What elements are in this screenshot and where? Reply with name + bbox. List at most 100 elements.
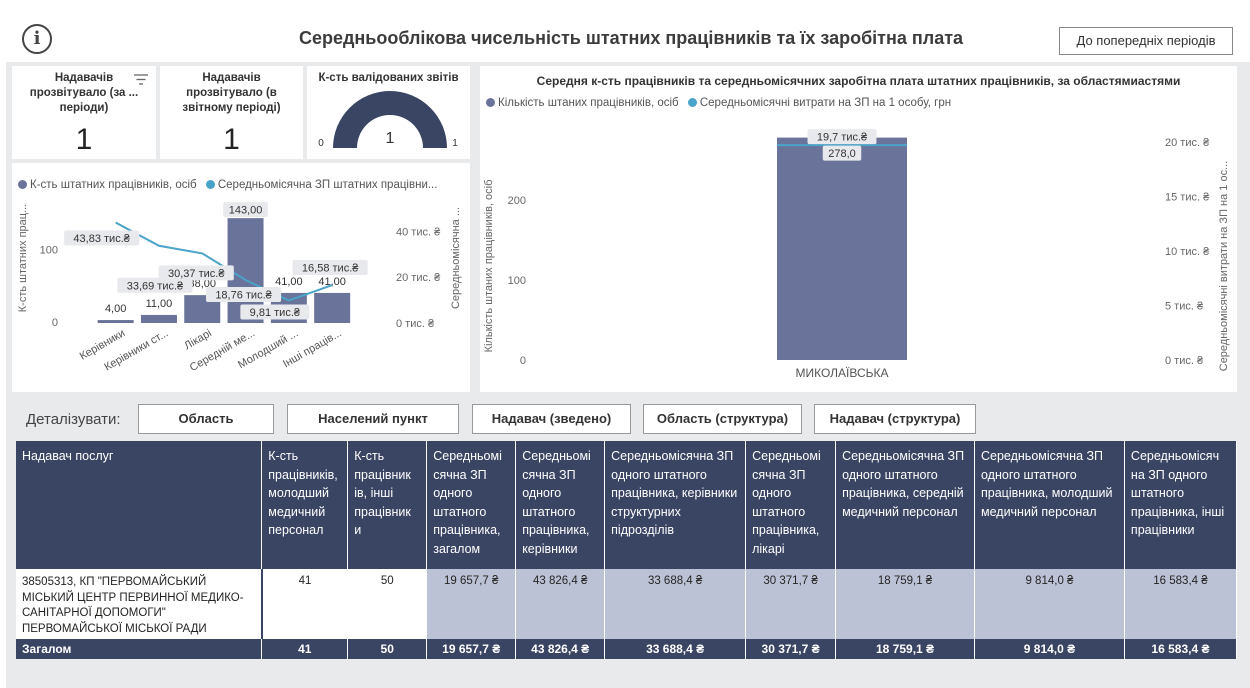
combo-chart-svg: 0 100 0 тис. ₴ 20 тис. ₴ 40 тис. ₴ К-сть штат… [17, 202, 462, 374]
total-cell: 19 657,7 ₴ [426, 639, 517, 659]
column-header[interactable]: Середньомісячна ЗП одного штатного праці… [835, 441, 975, 569]
x-tick-label: Лікарі [182, 327, 213, 352]
legend-item-salary[interactable]: Середньомісячна ЗП штатних працівни... [217, 179, 438, 191]
legend-dot-count [486, 98, 495, 107]
legend-dot-salary [205, 180, 215, 189]
y-left-tick: 0 [520, 355, 526, 367]
line-data-label-bg [117, 277, 193, 293]
table-cell: 19 657,7 ₴ [426, 569, 517, 639]
combo-bar [314, 292, 351, 323]
region-chart-svg: 0 100 200 0 тис. ₴ 5 тис. ₴ 10 тис. ₴ 15 тис. … [483, 129, 1230, 380]
column-header[interactable]: К-сть працівників, молодший медичний пер… [261, 441, 349, 569]
legend-dot-salary [687, 98, 697, 107]
page-title: Середньооблікова чисельність штатних пра… [298, 28, 964, 48]
bar-data-label: 143,00 [229, 205, 263, 217]
kpi-label: Надавачів прозвітувало (в звітному періо… [182, 72, 281, 114]
y-right-tick: 20 тис. ₴ [1165, 137, 1210, 149]
total-label-cell: Загалом [16, 639, 263, 659]
gauge-arc [333, 91, 447, 148]
column-header[interactable]: К-сть працівник ів, інші працівник и [347, 441, 428, 569]
line-data-label: 33,69 тис.₴ [127, 280, 184, 292]
y-left-axis-label: Кількість штаних працівників, осіб [483, 180, 495, 353]
legend-dot-count [18, 180, 27, 189]
y-left-axis-label: К-сть штатних прац... [17, 204, 29, 313]
region-chart-card: Середня к-сть працівників та середньоміс… [480, 66, 1237, 392]
y-left-tick: 100 [508, 275, 526, 287]
left-strip [0, 0, 6, 688]
kpi-card-reported-periods: Надавачів прозвітувало (за ... періоди) … [12, 66, 156, 159]
legend-item-count[interactable]: Кількість штаних працівників, осіб [498, 97, 679, 109]
column-header[interactable]: Середньомі сячна ЗП одного штатного прац… [745, 441, 837, 569]
line-data-label-bg [64, 230, 140, 246]
kpi-card-reported-current: Надавачів прозвітувало (в звітному періо… [160, 66, 303, 159]
total-cell: 18 759,1 ₴ [835, 639, 975, 659]
drill-button-settlement[interactable]: Населений пункт [287, 404, 459, 434]
table-row[interactable]: 38505313, КП "ПЕРВОМАЙСЬКИЙ МІСЬКИЙ ЦЕНТ… [16, 569, 1238, 639]
table-cell: 16 583,4 ₴ [1124, 569, 1238, 639]
table-cell: 30 371,7 ₴ [745, 569, 837, 639]
providers-table: Надавач послуг К-сть працівників, молодш… [16, 441, 1238, 659]
region-chart-title: Середня к-сть працівників та середньоміс… [536, 74, 1181, 88]
total-cell: 50 [347, 639, 428, 659]
column-header[interactable]: Середньомісячна ЗП одного штатного праці… [604, 441, 747, 569]
line-data-label-bg [158, 265, 234, 281]
legend-item-salary[interactable]: Середньомісячні витрати на ЗП на 1 особу… [699, 97, 952, 109]
column-header[interactable]: Середньомі сячна ЗП одного штатного прац… [515, 441, 606, 569]
kpi-card-validated-gauge: К-сть валідованих звітів 1 0 1 [307, 66, 470, 159]
column-header[interactable]: Надавач послуг [16, 441, 263, 569]
line-data-label: 43,83 тис.₴ [73, 233, 130, 245]
total-cell: 9 814,0 ₴ [974, 639, 1125, 659]
combo-legend: К-сть штатних працівників, осіб Середньо… [18, 179, 437, 191]
info-icon[interactable]: i [22, 24, 52, 54]
legend-item-count[interactable]: К-сть штатних працівників, осіб [30, 179, 197, 191]
drill-button-provider-structure[interactable]: Надавач (структура) [814, 404, 976, 434]
table-cell: 9 814,0 ₴ [974, 569, 1125, 639]
column-header[interactable]: Середньомі сячна ЗП одного штатного прац… [426, 441, 517, 569]
total-cell: 43 826,4 ₴ [515, 639, 606, 659]
table-cell: 43 826,4 ₴ [515, 569, 606, 639]
y-right-tick: 5 тис. ₴ [1165, 300, 1204, 312]
combo-chart-card: К-сть штатних працівників, осіб Середньо… [12, 163, 470, 392]
y-right-tick: 40 тис. ₴ [396, 226, 441, 238]
kpi-value: 1 [75, 123, 93, 156]
line-data-label: 30,37 тис.₴ [168, 268, 225, 280]
gauge-value: 1 [386, 130, 395, 147]
page-header: i Середньооблікова чисельність штатних п… [6, 0, 1250, 62]
bar-data-label-bg [223, 202, 268, 218]
line-data-label-bg [292, 260, 368, 276]
bar-data-label: 278,0 [828, 148, 856, 160]
filter-icon[interactable] [134, 74, 148, 86]
line-data-label-bg [240, 304, 310, 320]
drill-button-region[interactable]: Область [138, 404, 274, 434]
y-left-tick: 200 [508, 195, 526, 207]
line-data-label: 9,81 тис.₴ [250, 307, 301, 319]
kpi-label: Надавачів прозвітувало (за ... періоди) [29, 72, 139, 114]
y-right-tick: 0 тис. ₴ [396, 318, 435, 330]
drill-button-provider-summary[interactable]: Надавач (зведено) [472, 404, 631, 434]
table-total-row: Загалом 41 50 19 657,7 ₴ 43 826,4 ₴ 33 6… [16, 639, 1238, 659]
line-data-label: 19,7 тис.₴ [817, 132, 868, 144]
drill-button-region-structure[interactable]: Область (структура) [643, 404, 802, 434]
region-bar [777, 137, 907, 360]
gauge-svg: 1 0 1 [318, 91, 458, 149]
line-data-label: 18,76 тис.₴ [215, 290, 272, 302]
y-right-axis-label: Середньомісячна ... [450, 207, 462, 309]
table-cell: 41 [261, 569, 349, 639]
total-cell: 30 371,7 ₴ [745, 639, 837, 659]
y-right-tick: 10 тис. ₴ [1165, 246, 1210, 258]
combo-bar [97, 320, 134, 323]
column-header[interactable]: Середньомісяч на ЗП одного штатного прац… [1124, 441, 1238, 569]
previous-periods-button[interactable]: До попередніх періодів [1059, 27, 1233, 55]
y-right-tick: 15 тис. ₴ [1165, 191, 1210, 203]
total-cell: 33 688,4 ₴ [604, 639, 747, 659]
column-header[interactable]: Середньомісячна ЗП одного штатного праці… [974, 441, 1125, 569]
region-legend: Кількість штаних працівників, осіб Серед… [486, 97, 951, 109]
y-right-tick: 20 тис. ₴ [396, 272, 441, 284]
bar-data-label: 41,00 [318, 276, 346, 288]
total-cell: 41 [261, 639, 349, 659]
gauge-max: 1 [452, 138, 458, 149]
y-left-tick: 0 [52, 317, 58, 329]
bar-data-label: 41,00 [275, 276, 303, 288]
table-cell: 50 [347, 569, 428, 639]
drill-label: Деталізувати: [26, 411, 121, 428]
